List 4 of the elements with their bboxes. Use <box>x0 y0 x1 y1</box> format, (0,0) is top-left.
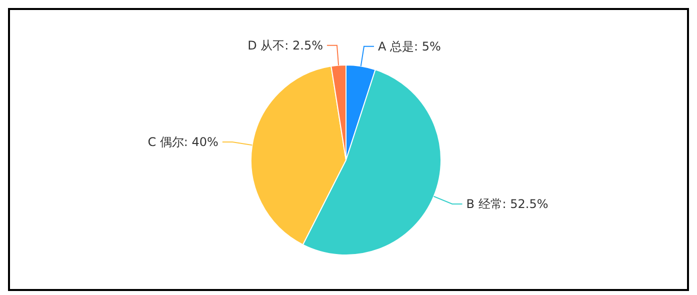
slice-label: A 总是: 5% <box>378 40 441 54</box>
slice-label: B 经常: 52.5% <box>466 197 548 212</box>
slice-label: D 从不: 2.5% <box>248 38 323 53</box>
slice-label: C 偶尔: 40% <box>148 135 218 150</box>
